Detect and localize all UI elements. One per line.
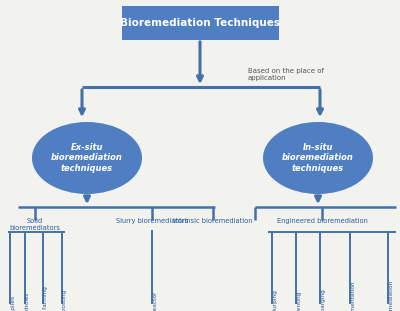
Text: Windrows: Windrows (25, 292, 30, 311)
Ellipse shape (263, 122, 373, 194)
Text: Bioaugmentation: Bioaugmentation (350, 281, 355, 311)
Text: Biopiles: Biopiles (10, 295, 15, 311)
Text: Ex-situ
bioremediation
techniques: Ex-situ bioremediation techniques (51, 143, 123, 173)
Text: Bioventing: Bioventing (296, 290, 301, 311)
Ellipse shape (32, 122, 142, 194)
Text: Engineered bioremediation: Engineered bioremediation (276, 218, 368, 224)
FancyBboxPatch shape (122, 6, 278, 40)
Text: Solid
bioremediators: Solid bioremediators (10, 218, 60, 231)
Text: Land farming: Land farming (43, 286, 48, 311)
Text: Intrinsic bioremediation: Intrinsic bioremediation (173, 218, 253, 224)
Text: Phytoremediation: Phytoremediation (388, 280, 393, 311)
Text: Biosparging: Biosparging (320, 289, 325, 311)
Text: In-situ
bioremediation
techniques: In-situ bioremediation techniques (282, 143, 354, 173)
Text: Composting: Composting (62, 288, 67, 311)
Text: Bioremediation Techniques: Bioremediation Techniques (120, 18, 280, 28)
Text: Slurry bioremediators: Slurry bioremediators (116, 218, 188, 224)
Text: Bioreactor: Bioreactor (152, 291, 157, 311)
Text: Based on the place of
application: Based on the place of application (248, 68, 324, 81)
Text: Bioslurping: Bioslurping (272, 290, 277, 311)
